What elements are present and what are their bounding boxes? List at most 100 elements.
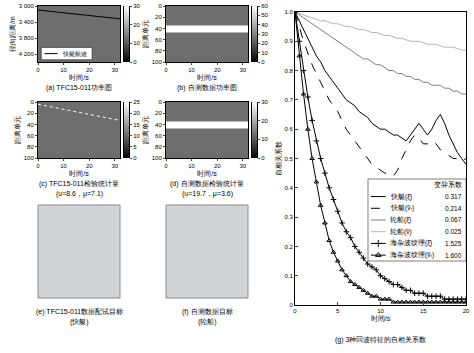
svg-text:30: 30 <box>240 67 247 73</box>
svg-text:40: 40 <box>27 122 34 128</box>
svg-text:20: 20 <box>214 67 221 73</box>
svg-text:10: 10 <box>261 136 268 142</box>
svg-text:30: 30 <box>240 163 247 169</box>
svg-text:15: 15 <box>133 122 140 128</box>
svg-text:变异系数: 变异系数 <box>434 181 462 189</box>
svg-text:0.3: 0.3 <box>284 214 293 220</box>
svg-text:(快艇): (快艇) <box>70 318 89 326</box>
svg-text:(b) 自测数据功率图: (b) 自测数据功率图 <box>177 84 237 92</box>
svg-text:20: 20 <box>214 163 221 169</box>
svg-text:20: 20 <box>86 67 93 73</box>
svg-text:距离单元: 距离单元 <box>142 20 149 48</box>
svg-text:100: 100 <box>152 59 163 65</box>
svg-text:80: 80 <box>27 144 34 150</box>
svg-text:0: 0 <box>261 59 265 65</box>
svg-text:3 800: 3 800 <box>19 35 35 41</box>
svg-text:25: 25 <box>133 99 140 105</box>
svg-text:30: 30 <box>261 31 268 37</box>
svg-text:(c) TFC15-011检验统计量: (c) TFC15-011检验统计量 <box>39 180 119 188</box>
svg-text:20: 20 <box>261 118 268 124</box>
svg-text:0: 0 <box>293 308 297 314</box>
svg-text:60: 60 <box>155 37 162 43</box>
svg-text:10: 10 <box>133 40 140 46</box>
svg-text:10: 10 <box>60 67 67 73</box>
svg-text:0.067: 0.067 <box>445 216 462 223</box>
svg-text:0: 0 <box>261 155 265 161</box>
svg-text:20: 20 <box>155 14 162 20</box>
svg-text:40: 40 <box>261 22 268 28</box>
svg-text:5: 5 <box>133 144 137 150</box>
svg-text:0.5: 0.5 <box>284 156 293 162</box>
svg-text:50: 50 <box>261 12 268 18</box>
svg-text:自相关系数: 自相关系数 <box>275 141 282 176</box>
svg-text:0: 0 <box>36 163 40 169</box>
svg-text:径向距离/m: 径向距离/m <box>9 16 16 52</box>
svg-text:60: 60 <box>27 133 34 139</box>
svg-text:0.025: 0.025 <box>445 228 462 235</box>
svg-text:1.525: 1.525 <box>445 240 462 247</box>
svg-text:海杂波纹理(v̂ᵣ): 海杂波纹理(v̂ᵣ) <box>390 251 434 259</box>
svg-text:40: 40 <box>155 122 162 128</box>
svg-text:60: 60 <box>261 3 268 9</box>
svg-text:(轮船): (轮船) <box>198 318 217 326</box>
svg-text:(a) TFC15-011功率图: (a) TFC15-011功率图 <box>46 84 112 92</box>
svg-text:15: 15 <box>420 308 427 314</box>
svg-text:(g) 3种回波特征的自相关系数: (g) 3种回波特征的自相关系数 <box>335 336 426 344</box>
svg-text:(f) 自测数据目标: (f) 自测数据目标 <box>182 308 233 316</box>
svg-text:0.9: 0.9 <box>284 38 293 44</box>
svg-text:20: 20 <box>261 40 268 46</box>
svg-text:30: 30 <box>261 99 268 105</box>
svg-text:0.2: 0.2 <box>284 244 293 250</box>
svg-text:(υ=8.6，μ=7.1): (υ=8.6，μ=7.1) <box>56 190 103 198</box>
svg-text:30: 30 <box>112 163 119 169</box>
svg-text:20: 20 <box>27 110 34 116</box>
svg-text:0: 0 <box>36 67 40 73</box>
svg-text:0.4: 0.4 <box>284 185 293 191</box>
svg-text:20: 20 <box>86 163 93 169</box>
svg-text:时间/s: 时间/s <box>371 315 391 322</box>
svg-text:快艇(v̂ᵣ): 快艇(v̂ᵣ) <box>390 204 414 212</box>
svg-text:100: 100 <box>24 155 35 161</box>
svg-text:0: 0 <box>133 155 137 161</box>
svg-text:距离单元: 距离单元 <box>142 116 149 144</box>
svg-text:轮船(v̂): 轮船(v̂) <box>390 228 412 236</box>
svg-text:5: 5 <box>336 308 340 314</box>
svg-text:(e) TFC15-011数据配试目标: (e) TFC15-011数据配试目标 <box>36 308 123 316</box>
svg-text:0.8: 0.8 <box>284 68 293 74</box>
svg-text:10: 10 <box>188 163 195 169</box>
svg-text:时间/s: 时间/s <box>197 74 217 81</box>
svg-text:20: 20 <box>133 110 140 116</box>
svg-text:1.0: 1.0 <box>284 9 293 15</box>
svg-text:0.1: 0.1 <box>284 273 293 279</box>
svg-text:(υ=19.7，μ=3.6): (υ=19.7，μ=3.6) <box>182 190 233 198</box>
svg-text:海杂波纹理(ξ̂): 海杂波纹理(ξ̂) <box>390 239 432 247</box>
svg-text:40: 40 <box>155 26 162 32</box>
svg-text:10: 10 <box>60 163 67 169</box>
svg-text:10: 10 <box>133 133 140 139</box>
svg-text:快艇(ξ̂): 快艇(ξ̂) <box>390 193 412 201</box>
svg-text:10: 10 <box>261 50 268 56</box>
svg-text:0: 0 <box>158 3 162 9</box>
svg-text:80: 80 <box>155 144 162 150</box>
svg-text:距离单元: 距离单元 <box>14 116 21 144</box>
svg-text:20: 20 <box>133 22 140 28</box>
svg-text:0.317: 0.317 <box>445 193 462 200</box>
svg-text:轮船(ξ̂): 轮船(ξ̂) <box>390 216 411 224</box>
svg-text:0: 0 <box>158 99 162 105</box>
svg-text:4 200: 4 200 <box>19 51 35 57</box>
svg-text:30: 30 <box>133 3 140 9</box>
svg-text:时间/s: 时间/s <box>197 170 217 177</box>
svg-text:80: 80 <box>155 48 162 54</box>
svg-text:30: 30 <box>112 67 119 73</box>
svg-text:时间/s: 时间/s <box>69 74 89 81</box>
svg-text:60: 60 <box>155 133 162 139</box>
svg-text:0: 0 <box>164 67 168 73</box>
svg-text:3 400: 3 400 <box>19 19 35 25</box>
svg-text:20: 20 <box>155 110 162 116</box>
svg-text:100: 100 <box>152 155 163 161</box>
svg-text:0: 0 <box>164 163 168 169</box>
svg-text:0.6: 0.6 <box>284 126 293 132</box>
svg-text:时间/s: 时间/s <box>69 170 89 177</box>
svg-text:0: 0 <box>133 59 137 65</box>
svg-text:0: 0 <box>289 302 293 308</box>
